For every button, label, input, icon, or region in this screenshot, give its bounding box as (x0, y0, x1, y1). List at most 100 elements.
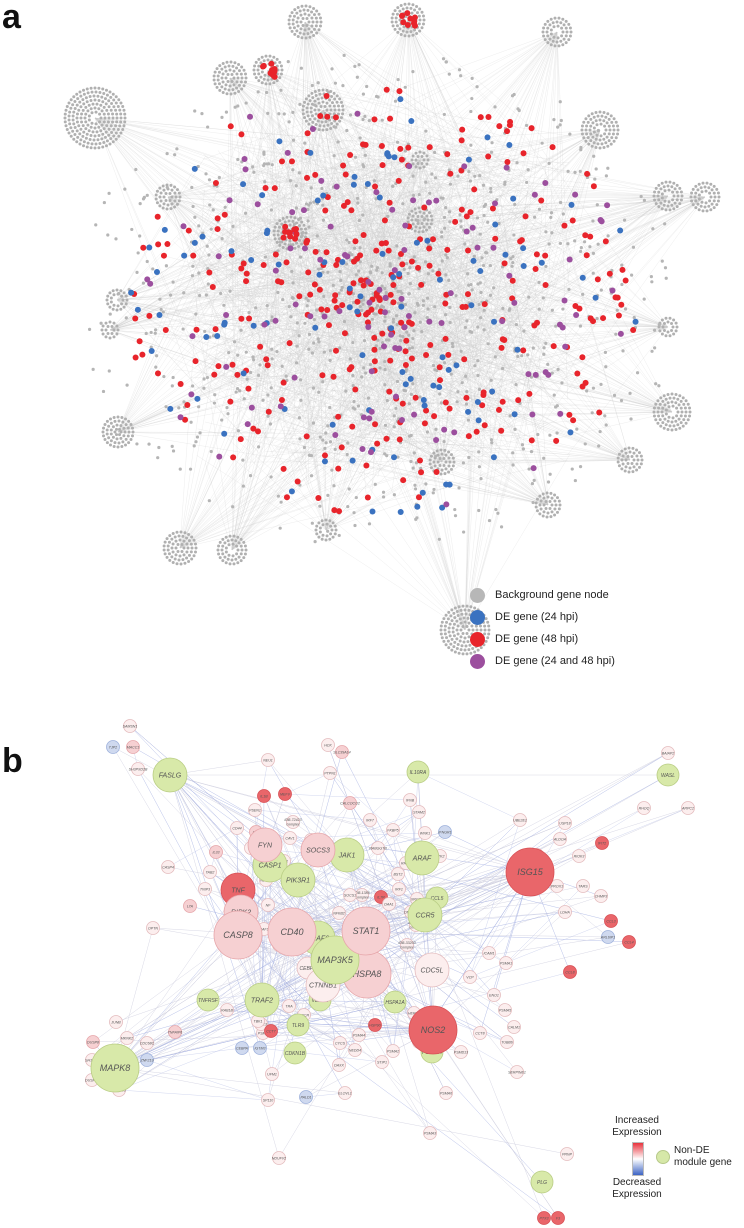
background-gene-node (105, 298, 109, 302)
network-b-edge (215, 851, 263, 1001)
de-gene-24hpi (484, 134, 491, 141)
background-gene-node (104, 144, 108, 148)
de-gene-48hpi (350, 258, 357, 265)
background-gene-node (153, 328, 158, 332)
background-gene-node (94, 110, 98, 114)
background-gene-node (596, 142, 600, 146)
background-gene-node (359, 299, 363, 303)
background-gene-node (93, 98, 97, 102)
background-gene-node (175, 562, 179, 566)
background-gene-node (224, 110, 229, 114)
background-gene-node (494, 507, 498, 512)
background-gene-node (82, 140, 86, 144)
background-gene-node (443, 628, 447, 632)
background-gene-node (339, 288, 343, 292)
network-a-edge (179, 141, 256, 549)
background-gene-node (100, 328, 104, 332)
de-gene-48hpi (378, 142, 385, 149)
network-a-edge (394, 386, 560, 407)
background-gene-node (585, 389, 589, 393)
network-b-edge (436, 871, 531, 899)
background-gene-node (449, 372, 453, 376)
de-gene-48hpi (405, 144, 412, 151)
background-gene-node (342, 319, 347, 324)
network-a-edge (231, 257, 337, 551)
background-gene-node (212, 78, 216, 82)
background-gene-node (425, 316, 429, 320)
background-gene-node (114, 137, 118, 141)
network-b-edge (114, 1001, 396, 1069)
background-gene-node (81, 134, 85, 138)
background-gene-node (640, 458, 644, 462)
network-b-edge (236, 827, 368, 975)
background-gene-node (443, 632, 447, 636)
de-gene-48hpi (368, 306, 375, 313)
network-a-edge (528, 196, 706, 199)
background-gene-node (165, 185, 169, 189)
background-gene-node (166, 203, 170, 207)
de-gene-48hpi (325, 322, 332, 329)
de-gene-24-48hpi (391, 267, 398, 274)
background-gene-node (705, 209, 709, 213)
background-gene-node (595, 316, 599, 321)
background-gene-node (623, 307, 628, 311)
background-gene-node (345, 262, 349, 266)
background-gene-node (473, 650, 477, 654)
network-b-edge (349, 802, 426, 916)
background-gene-node (81, 98, 85, 102)
background-gene-node (78, 142, 82, 146)
background-gene-node (688, 414, 692, 418)
background-gene-node (437, 537, 441, 541)
de-gene-48hpi (387, 291, 394, 298)
background-gene-node (443, 313, 448, 317)
background-gene-node (237, 69, 241, 73)
background-gene-node (701, 209, 705, 213)
background-gene-node (591, 251, 596, 256)
de-gene-48hpi (304, 130, 311, 137)
background-gene-node (598, 138, 602, 142)
background-gene-node (391, 12, 395, 16)
background-gene-node (229, 60, 233, 64)
network-b-edge (361, 871, 531, 896)
network-a-edge (193, 280, 233, 551)
de-gene-48hpi (583, 252, 590, 259)
background-gene-node (395, 244, 399, 248)
de-gene-48hpi (238, 131, 245, 138)
background-gene-node (453, 514, 458, 518)
background-gene-node (118, 108, 122, 112)
background-gene-node (189, 420, 193, 424)
background-gene-node (93, 106, 97, 110)
network-a-edge (231, 398, 239, 551)
network-a-edge (355, 130, 383, 422)
background-gene-node (321, 128, 325, 132)
de-gene-48hpi (473, 428, 480, 435)
background-gene-node (321, 270, 325, 274)
background-gene-node (403, 149, 407, 153)
background-gene-node (253, 72, 257, 76)
background-gene-node (422, 225, 426, 229)
background-gene-node (291, 22, 295, 26)
background-gene-node (632, 315, 636, 320)
background-gene-node (108, 305, 112, 309)
background-gene-node (395, 140, 400, 144)
background-gene-node (270, 318, 274, 323)
background-gene-node (97, 98, 101, 102)
de-gene-48hpi (383, 86, 390, 93)
de-gene-24hpi (199, 233, 206, 240)
background-gene-node (431, 269, 435, 273)
background-gene-node (676, 423, 680, 427)
background-gene-node (616, 128, 620, 132)
network-b-edge (237, 934, 296, 1054)
background-gene-node (220, 85, 224, 89)
de-gene-24-48hpi (433, 197, 440, 204)
background-gene-node (467, 628, 471, 632)
network-a-edge (371, 31, 558, 174)
background-gene-node (104, 335, 108, 339)
de-gene-48hpi (465, 247, 472, 254)
de-gene-48hpi (190, 252, 197, 259)
network-b-edge (365, 930, 630, 943)
de-gene-48hpi (331, 507, 338, 514)
background-gene-node (411, 193, 416, 198)
background-gene-node (72, 110, 76, 114)
background-gene-node (454, 294, 458, 298)
